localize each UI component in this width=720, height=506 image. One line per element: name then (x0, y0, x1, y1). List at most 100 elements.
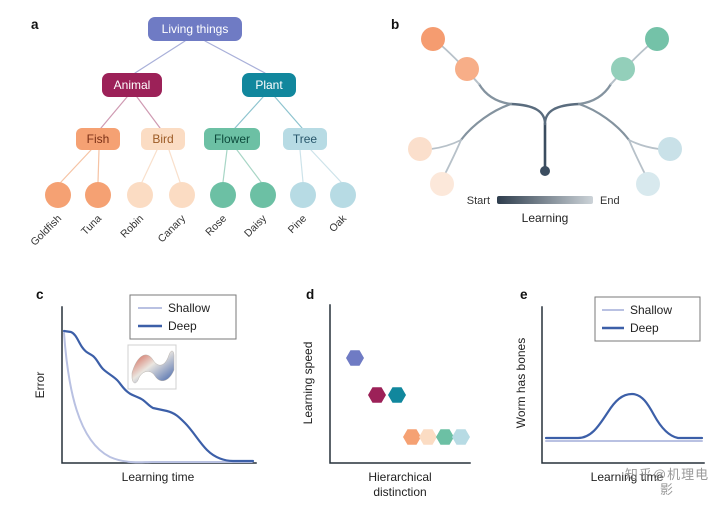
trajectory-twig (444, 139, 462, 175)
panel-e-canvas: e Worm has bones Learning time Shallow D… (514, 287, 705, 484)
leaf-group-fish (45, 182, 111, 208)
leaf-label-rose: Rose (203, 213, 229, 239)
x-axis-label-learning-time: Learning time (122, 470, 195, 484)
axes-e (541, 306, 705, 464)
gradient-caption: Learning (522, 211, 569, 225)
deep-curve (62, 329, 255, 463)
leaf-label-robin: Robin (118, 213, 146, 241)
node-plant: Plant (242, 73, 296, 97)
watermark: 知乎@机理电影 (624, 467, 710, 498)
tree-edge (136, 96, 161, 129)
tree-edges-bird (141, 149, 181, 183)
leaf-circle-tuna (85, 182, 111, 208)
panel-c-label: c (36, 287, 44, 302)
node-label-flower: Flower (214, 132, 250, 146)
trajectory-twig (628, 139, 660, 150)
legend-c-box (129, 294, 237, 340)
node-label-animal: Animal (114, 78, 151, 92)
trajectory-branch-upper-left (477, 82, 513, 106)
x-axis-label-learning-time: Learning time (591, 470, 664, 484)
tree-edges-tree (299, 149, 342, 183)
panel-a-canvas: a (28, 17, 356, 249)
hex-point-bird (419, 429, 437, 445)
panel-b-label: b (391, 17, 399, 32)
node-box-plant (242, 73, 296, 97)
leaf-circle-goldfish (45, 182, 71, 208)
tree-edges-plant (234, 96, 303, 129)
gradient-start-label: Start (467, 195, 490, 207)
tree-edge (274, 96, 303, 129)
leaf-label-goldfish: Goldfish (28, 213, 64, 249)
tree-edge (236, 149, 262, 183)
tree-edges-animal (100, 96, 161, 129)
saddle-surface (131, 350, 175, 384)
trajectory-branch-lower-left (459, 102, 513, 142)
end-circle-tree-1 (658, 137, 682, 161)
legend-c: Shallow Deep (129, 294, 237, 340)
hex-point-flower (436, 429, 454, 445)
legend-c-deep-label: Deep (168, 319, 197, 333)
node-animal: Animal (102, 73, 162, 97)
tree-edge (299, 149, 304, 183)
x-axis-label-distinction: distinction (373, 485, 426, 499)
panel-e-label: e (520, 287, 528, 302)
tree-edge (141, 149, 158, 183)
tree-edges-fish (60, 149, 100, 183)
hex-point-fish (403, 429, 421, 445)
start-dot (540, 166, 550, 176)
end-circle-bird-2 (430, 172, 454, 196)
end-circle-flower-1 (645, 27, 669, 51)
node-living-things: Living things (148, 17, 242, 41)
saddle-inset (127, 344, 177, 390)
node-label-tree: Tree (293, 132, 318, 146)
axes-d (329, 304, 471, 464)
hex-point-living-things (346, 350, 364, 366)
node-label-living-things: Living things (162, 22, 229, 36)
leaf-group-flower (210, 182, 276, 208)
trajectory-twig (430, 139, 462, 150)
node-box-fish (76, 128, 120, 150)
node-box-animal (102, 73, 162, 97)
end-circle-tree-2 (636, 172, 660, 196)
tree-edge (310, 149, 342, 183)
leaf-label-pine: Pine (286, 213, 309, 236)
leaf-circle-canary (169, 182, 195, 208)
deep-curve (544, 392, 704, 440)
end-circle-bird-1 (408, 137, 432, 161)
legend-e: Shallow Deep (594, 296, 701, 342)
shallow-curve (63, 332, 253, 464)
leaf-circle-daisy (250, 182, 276, 208)
trajectory-branch-upper-right (577, 82, 613, 106)
panel-a: a (25, 12, 377, 269)
y-axis-label-learning-speed: Learning speed (301, 342, 315, 425)
tree-edge (168, 149, 181, 183)
tree-edge (97, 149, 100, 183)
node-box-flower (204, 128, 260, 150)
leaf-circle-pine (290, 182, 316, 208)
node-label-bird: Bird (152, 132, 173, 146)
end-circle-fish-2 (455, 57, 479, 81)
leaf-circle-oak (330, 182, 356, 208)
x-axis-label-hierarchical: Hierarchical (368, 470, 431, 484)
leaf-group-bird (127, 182, 195, 208)
panel-b-canvas: b (391, 17, 682, 225)
end-circle-flower-2 (611, 57, 635, 81)
panel-d: d Learning speed Hierarchical distinctio… (298, 283, 490, 506)
tree-edge (234, 96, 264, 129)
leaf-label-canary: Canary (156, 212, 189, 245)
node-box-living-things (148, 17, 242, 41)
node-fish: Fish (76, 128, 120, 150)
learning-gradient-bar (497, 196, 593, 204)
leaf-label-daisy: Daisy (242, 212, 270, 240)
hex-point-tree (452, 429, 470, 445)
node-flower: Flower (204, 128, 260, 150)
node-label-fish: Fish (87, 132, 110, 146)
legend-e-shallow-label: Shallow (630, 303, 672, 317)
panel-b: b (385, 12, 710, 262)
legend-e-box (594, 296, 701, 342)
y-axis-label-error: Error (33, 372, 47, 399)
trajectory-branch-lower-right (577, 102, 631, 142)
tree-edge (222, 149, 228, 183)
panel-c: c Error Learning time Shallow Deep (28, 283, 280, 506)
hex-point-plant (388, 387, 406, 403)
